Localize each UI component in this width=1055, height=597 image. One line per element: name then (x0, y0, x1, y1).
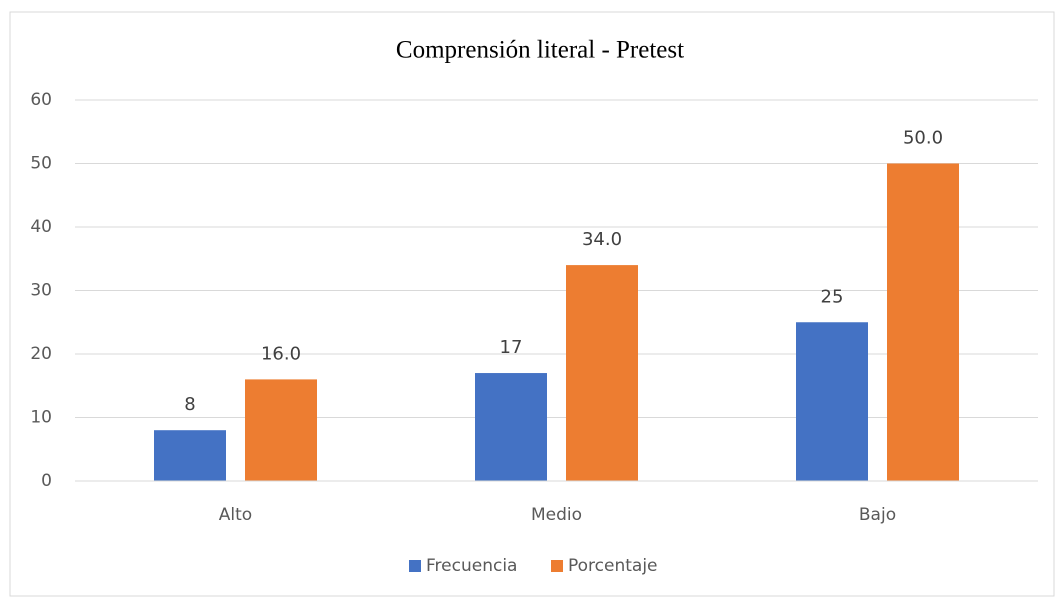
data-label: 16.0 (261, 343, 301, 364)
x-tick-label: Bajo (859, 505, 896, 525)
bar (796, 322, 868, 481)
bar (887, 163, 959, 481)
y-tick-label: 50 (30, 154, 52, 174)
bar (475, 373, 547, 481)
bar (566, 265, 638, 481)
legend-label: Frecuencia (426, 556, 517, 576)
bar (154, 430, 226, 481)
data-label: 34.0 (582, 229, 622, 250)
x-tick-label: Alto (219, 505, 252, 525)
data-label: 17 (500, 337, 523, 358)
chart-title: Comprensión literal - Pretest (396, 37, 684, 64)
legend-swatch (409, 560, 421, 572)
y-tick-label: 10 (30, 408, 52, 428)
data-label: 8 (184, 394, 195, 415)
data-label: 50.0 (903, 128, 943, 149)
y-tick-label: 20 (30, 344, 52, 364)
chart-frame (9, 11, 1055, 597)
y-tick-label: 30 (30, 281, 52, 301)
bar (245, 379, 317, 481)
y-tick-label: 0 (41, 471, 52, 491)
y-tick-label: 60 (30, 90, 52, 110)
y-tick-label: 40 (30, 217, 52, 237)
legend-label: Porcentaje (568, 556, 658, 576)
legend-swatch (551, 560, 563, 572)
x-tick-label: Medio (531, 505, 582, 525)
data-label: 25 (821, 286, 844, 307)
